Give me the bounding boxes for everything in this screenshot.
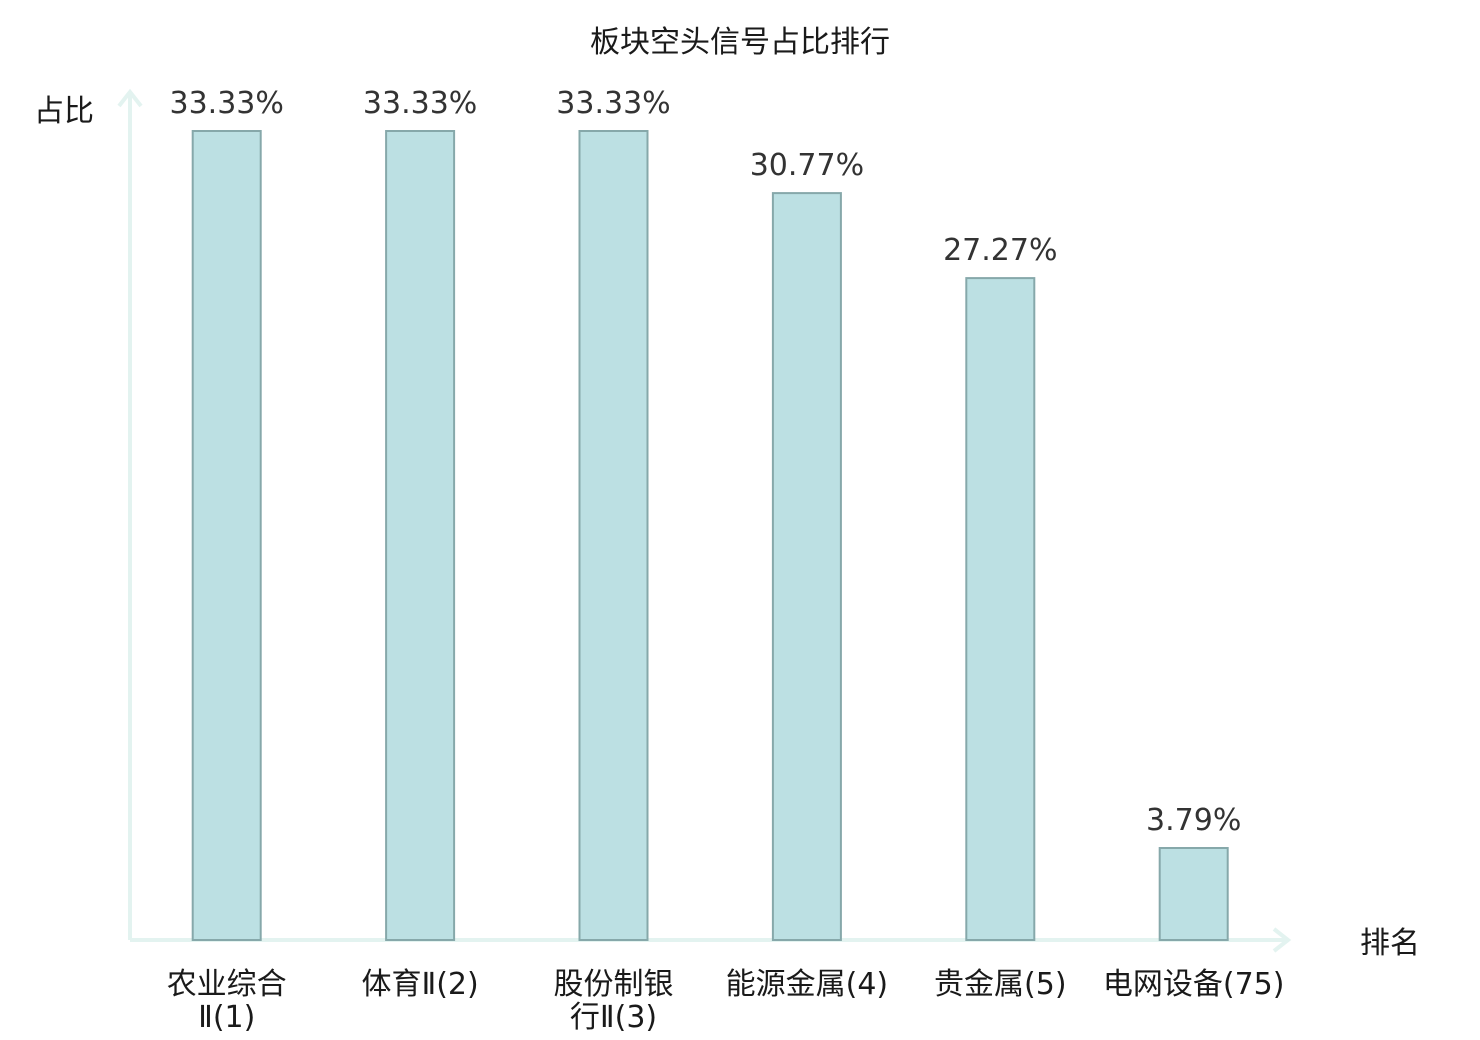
bar (385, 130, 456, 941)
value-label: 3.79% (1146, 803, 1241, 838)
value-label: 33.33% (363, 86, 477, 121)
category-label: 贵金属(5) (934, 967, 1067, 1002)
category-label: 体育Ⅱ(2) (361, 967, 478, 1002)
y-axis (117, 88, 143, 940)
category-label: 农业综合 (167, 967, 287, 1002)
value-label: 27.27% (943, 233, 1057, 268)
value-label: 30.77% (750, 148, 864, 183)
category-label: 股份制银 (554, 967, 674, 1002)
value-label: 33.33% (170, 86, 284, 121)
category-label: 能源金属(4) (726, 967, 889, 1002)
category-label: 行Ⅱ(3) (570, 1000, 657, 1035)
value-labels-group: 33.33% 33.33% 33.33% 30.77% 27.27% 3.79% (170, 86, 1242, 838)
bar (771, 192, 842, 942)
x-axis (130, 927, 1292, 953)
x-axis-label: 排名 (1360, 926, 1420, 961)
bar (191, 130, 262, 941)
chart-title: 板块空头信号占比排行 (590, 25, 890, 60)
bar (1158, 847, 1229, 941)
bars-group (191, 130, 1229, 942)
y-axis-label: 占比 (34, 94, 94, 129)
bar (965, 277, 1036, 942)
value-label: 33.33% (556, 86, 670, 121)
category-label: 电网设备(75) (1103, 967, 1285, 1002)
category-label: Ⅱ(1) (198, 1000, 255, 1035)
bar (578, 130, 649, 941)
